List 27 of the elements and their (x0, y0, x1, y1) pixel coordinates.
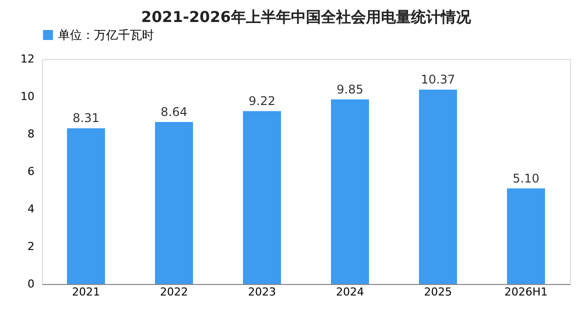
y-tick-label: 4 (28, 202, 34, 216)
x-tick-label: 2025 (424, 286, 452, 298)
y-tick-label: 12 (20, 52, 34, 66)
chart-title: 2021-2026年上半年中国全社会用电量统计情况 (141, 8, 472, 26)
x-tick-label: 2026H1 (504, 286, 548, 298)
y-tick-label: 6 (28, 165, 34, 178)
x-tick-label: 2021 (72, 286, 100, 298)
bar (507, 188, 545, 284)
y-tick-label: 2 (28, 240, 34, 253)
data-label: 8.31 (72, 111, 100, 126)
data-label: 9.85 (336, 82, 364, 96)
bar (67, 128, 105, 284)
y-tick-label: 0 (28, 278, 34, 290)
data-label: 10.37 (420, 72, 456, 87)
bar (155, 122, 193, 284)
y-tick-label: 8 (28, 128, 34, 140)
x-tick-label: 2024 (336, 286, 364, 298)
x-tick-label: 2022 (160, 286, 188, 298)
data-label: 5.10 (512, 171, 540, 186)
bar (331, 99, 369, 284)
data-label: 9.22 (248, 94, 276, 108)
bar (243, 111, 281, 284)
bar (419, 90, 457, 284)
data-label: 8.64 (160, 105, 188, 119)
legend-label: 单位：万亿千瓦时 (58, 28, 154, 42)
x-tick-label: 2023 (248, 286, 276, 298)
y-tick-label: 10 (20, 90, 34, 103)
